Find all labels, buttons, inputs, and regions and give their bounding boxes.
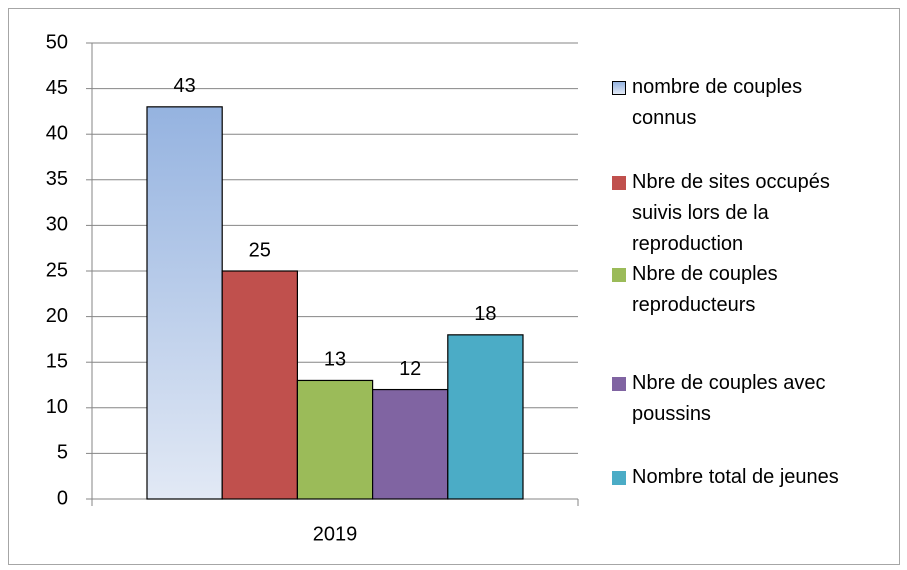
legend-swatch (612, 377, 626, 391)
data-label: 18 (474, 303, 496, 325)
bar (146, 106, 223, 500)
y-tick-label: 30 (46, 214, 68, 236)
legend-label: Nombre total de jeunes (632, 466, 839, 488)
data-label: 13 (324, 349, 346, 371)
y-tick-label: 5 (57, 442, 68, 464)
bar (296, 379, 374, 500)
bar (447, 334, 524, 500)
y-tick-label: 40 (46, 122, 68, 144)
legend-item: Nbre de couples reproducteurs (612, 259, 872, 321)
legend-item: nombre de couples connus (612, 72, 872, 134)
y-tick-label: 0 (57, 487, 68, 509)
y-tick-label: 15 (46, 350, 68, 372)
legend-item: Nbre de couples avec poussins (612, 368, 872, 430)
legend-swatch (612, 268, 626, 282)
chart-border (8, 8, 900, 565)
legend-label: Nbre de couples avec poussins (632, 372, 826, 425)
legend-swatch (612, 176, 626, 190)
data-label: 25 (249, 239, 271, 261)
y-tick-label: 20 (46, 305, 68, 327)
legend-label: nombre de couples connus (632, 76, 803, 129)
legend-label: Nbre de sites occupés suivis lors de la … (632, 171, 830, 255)
data-label: 43 (173, 75, 195, 97)
x-tick-label: 2019 (313, 523, 358, 545)
legend-swatch (612, 471, 626, 485)
y-tick-label: 25 (46, 259, 68, 281)
legend-item: Nombre total de jeunes (612, 462, 872, 493)
legend-swatch (612, 81, 626, 95)
bar (372, 388, 449, 500)
y-tick-label: 45 (46, 77, 68, 99)
legend-label: Nbre de couples reproducteurs (632, 263, 778, 316)
y-tick-label: 35 (46, 168, 68, 190)
y-tick-label: 10 (46, 396, 68, 418)
data-label: 12 (399, 358, 421, 380)
legend-item: Nbre de sites occupés suivis lors de la … (612, 167, 872, 260)
y-tick-label: 50 (46, 31, 68, 53)
bar (221, 270, 298, 500)
